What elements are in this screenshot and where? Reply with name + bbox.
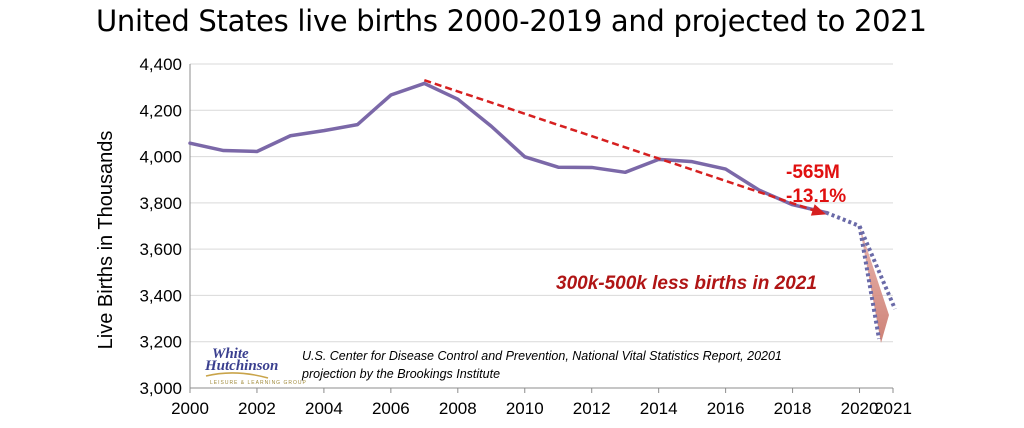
logo-swoosh	[205, 372, 269, 379]
y-tick-label: 4,000	[139, 148, 182, 167]
projection-fill	[859, 226, 889, 343]
y-tick-label: 3,400	[139, 286, 182, 305]
decline-percent-label: -13.1%	[786, 186, 846, 207]
y-tick-label: 4,200	[139, 101, 182, 120]
y-tick-label: 3,200	[139, 333, 182, 352]
y-tick-label: 3,000	[139, 379, 182, 398]
x-tick-label: 2014	[640, 399, 678, 418]
source-line-2: projection by the Brookings Institute	[301, 367, 500, 381]
trend-line	[423, 79, 821, 214]
x-tick-labels: 2000 2002 2004 2006 2008 2010 2012 2014 2016 2018…	[171, 399, 912, 418]
y-tick-label: 3,800	[139, 194, 182, 213]
x-tick-label: 2006	[372, 399, 410, 418]
x-tick-label: 2020	[841, 399, 879, 418]
x-tick-label: 2008	[439, 399, 477, 418]
logo-tagline: LEISURE & LEARNING GROUP	[210, 380, 307, 386]
logo-line-1: White	[212, 346, 249, 362]
projection-line-low	[857, 225, 881, 340]
births-line	[188, 81, 828, 215]
y-tick-labels: 3,000 3,200 3,400 3,600 3,800 4,000 4,200 4,400	[139, 55, 182, 398]
x-tick-label: 2018	[774, 399, 812, 418]
y-tick-label: 4,400	[139, 55, 182, 74]
y-axis-label: Live Births in Thousands	[95, 131, 117, 350]
y-tick-label: 3,600	[139, 240, 182, 259]
chart-title: United States live births 2000-2019 and …	[96, 4, 927, 38]
series-lines	[188, 81, 828, 215]
x-tick-label: 2016	[707, 399, 745, 418]
decline-absolute-label: -565M	[786, 162, 840, 183]
projection-line-2020	[825, 210, 861, 228]
trend-arrowhead	[810, 204, 827, 216]
axes	[189, 64, 894, 393]
gridlines	[190, 63, 893, 343]
x-tick-label: 2010	[506, 399, 544, 418]
x-tick-label: 2000	[171, 399, 209, 418]
source-line-1: U.S. Center for Disease Control and Prev…	[302, 349, 782, 363]
white-hutchinson-logo: White Hutchinson LEISURE & LEARNING GROU…	[204, 346, 307, 386]
x-tick-label: 2012	[573, 399, 611, 418]
trend-arrow	[423, 79, 827, 216]
x-tick-label: 2002	[238, 399, 276, 418]
x-tick-label: 2004	[305, 399, 343, 418]
projection-cone	[825, 210, 897, 343]
x-tick-label: 2021	[874, 399, 912, 418]
logo-line-2: Hutchinson	[204, 358, 278, 374]
projection-note: 300k-500k less births in 2021	[556, 273, 817, 294]
